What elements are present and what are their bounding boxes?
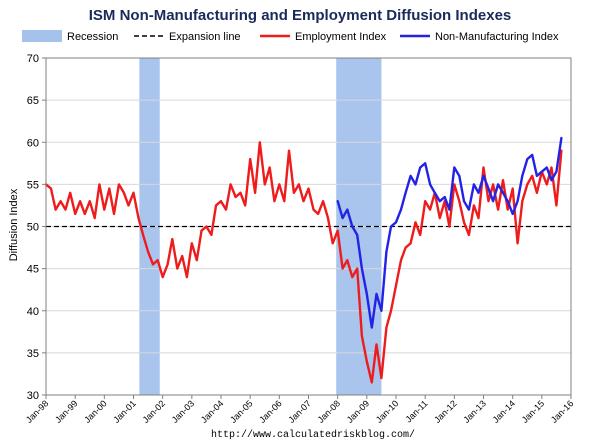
x-tick-label: Jan-14 bbox=[491, 398, 518, 425]
y-tick-label: 45 bbox=[27, 264, 39, 276]
y-axis-ticks: 30 35 40 45 50 55 60 65 70 bbox=[27, 53, 46, 402]
y-tick-label: 30 bbox=[27, 390, 39, 402]
y-tick-label: 60 bbox=[27, 137, 39, 149]
x-tick-label: Jan-13 bbox=[461, 398, 488, 425]
x-tick-label: Jan-99 bbox=[53, 398, 80, 425]
x-tick-label: Jan-11 bbox=[404, 398, 430, 424]
y-tick-label: 35 bbox=[27, 348, 39, 360]
x-tick-label: Jan-06 bbox=[257, 398, 284, 425]
y-tick-label: 65 bbox=[27, 95, 39, 107]
y-tick-label: 70 bbox=[27, 53, 39, 65]
x-tick-label: Jan-09 bbox=[345, 398, 372, 425]
y-axis-label: Diffusion Index bbox=[8, 188, 20, 261]
x-tick-label: Jan-10 bbox=[374, 398, 401, 425]
x-tick-label: Jan-12 bbox=[432, 398, 459, 425]
x-tick-label: Jan-02 bbox=[141, 398, 168, 425]
non-manufacturing-index-line bbox=[336, 136, 563, 329]
x-tick-label: Jan-03 bbox=[170, 398, 197, 425]
legend-label-recession: Recession bbox=[67, 31, 118, 43]
x-axis-ticks: Jan-98 Jan-99 Jan-00 Jan-01 Jan-02 Jan-03 Jan-… bbox=[24, 395, 576, 425]
y-tick-label: 55 bbox=[27, 179, 39, 191]
legend-label-employment-index: Employment Index bbox=[295, 31, 387, 43]
x-tick-label: Jan-00 bbox=[82, 398, 109, 425]
x-tick-label: Jan-08 bbox=[316, 398, 343, 425]
y-tick-label: 50 bbox=[27, 222, 39, 234]
legend-swatch-recession bbox=[22, 30, 62, 42]
source-url[interactable]: http://www.calculatedriskblog.com/ bbox=[211, 429, 415, 441]
y-tick-label: 40 bbox=[27, 306, 39, 318]
x-tick-label: Jan-01 bbox=[111, 398, 138, 425]
series-lines bbox=[44, 136, 563, 384]
x-tick-label: Jan-04 bbox=[199, 398, 226, 425]
legend-label-non-manufacturing-index: Non-Manufacturing Index bbox=[435, 31, 559, 43]
x-tick-label: Jan-98 bbox=[24, 398, 51, 425]
x-tick-label: Jan-16 bbox=[549, 398, 576, 425]
employment-index-line bbox=[44, 141, 563, 384]
x-tick-label: Jan-07 bbox=[286, 398, 313, 425]
chart-title: ISM Non-Manufacturing and Employment Dif… bbox=[89, 7, 512, 24]
legend-label-expansion-line: Expansion line bbox=[169, 31, 241, 43]
chart-legend: Recession Expansion line Employment Index N… bbox=[22, 30, 559, 43]
x-tick-label: Jan-05 bbox=[228, 398, 255, 425]
x-tick-label: Jan-15 bbox=[520, 398, 547, 425]
